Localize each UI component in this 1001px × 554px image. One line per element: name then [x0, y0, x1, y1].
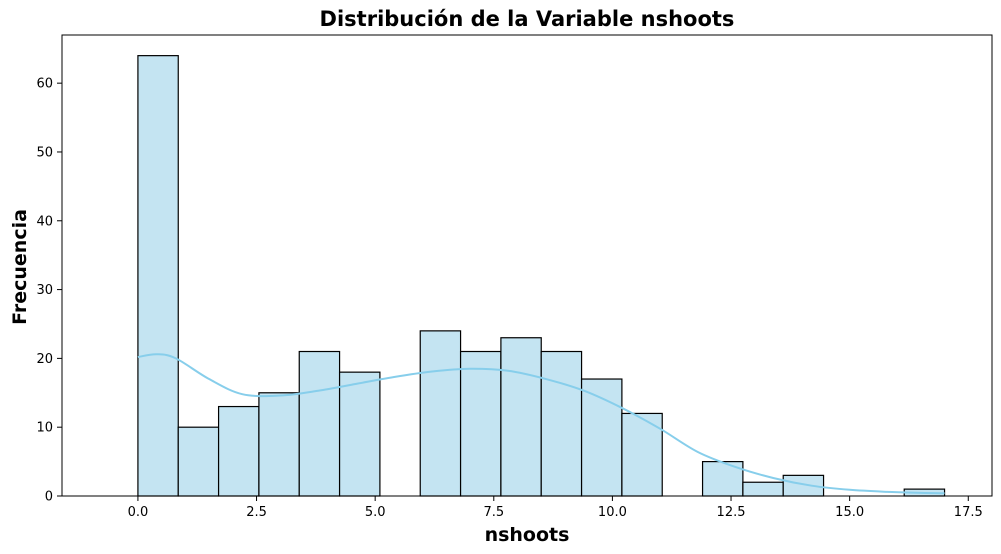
x-tick-label: 7.5 [483, 505, 504, 520]
histogram-bar [459, 350, 502, 497]
histogram-bar [540, 350, 583, 497]
bars-group [137, 55, 946, 497]
y-tick-label: 60 [36, 77, 53, 92]
x-axis-label: nshoots [485, 524, 570, 546]
histogram-bar [500, 337, 542, 497]
x-tick-label: 10.0 [598, 505, 627, 520]
y-tick-label: 30 [36, 283, 53, 298]
x-tick-label: 0.0 [128, 505, 149, 520]
y-tick-label: 20 [36, 352, 53, 367]
histogram-bar [298, 350, 341, 497]
y-axis-ticks: 0 10 20 30 40 50 60 [36, 77, 62, 505]
histogram-bar [742, 481, 784, 497]
y-tick-label: 10 [36, 421, 53, 436]
x-tick-label: 2.5 [246, 505, 267, 520]
y-tick-label: 50 [36, 145, 53, 160]
histogram-bar [338, 371, 381, 497]
histogram-bar [258, 392, 300, 497]
x-tick-label: 5.0 [365, 505, 386, 520]
histogram-bar [419, 330, 462, 497]
y-axis-label: Frecuencia [9, 209, 31, 325]
histogram-bar [580, 378, 623, 497]
kde-curve [137, 353, 945, 495]
y-tick-label: 40 [36, 214, 53, 229]
y-tick-label: 0 [45, 490, 53, 505]
histogram-bar [137, 55, 179, 497]
x-axis-ticks: 0.0 2.5 5.0 7.5 10.0 12.5 15.0 17.5 [128, 496, 983, 520]
histogram-bar [177, 426, 220, 497]
chart-title: Distribución de la Variable nshoots [320, 7, 735, 31]
x-tick-label: 15.0 [835, 505, 864, 520]
histogram-bar [217, 405, 260, 497]
x-tick-label: 17.5 [954, 505, 983, 520]
plot-frame [61, 34, 993, 497]
x-tick-label: 12.5 [717, 505, 746, 520]
